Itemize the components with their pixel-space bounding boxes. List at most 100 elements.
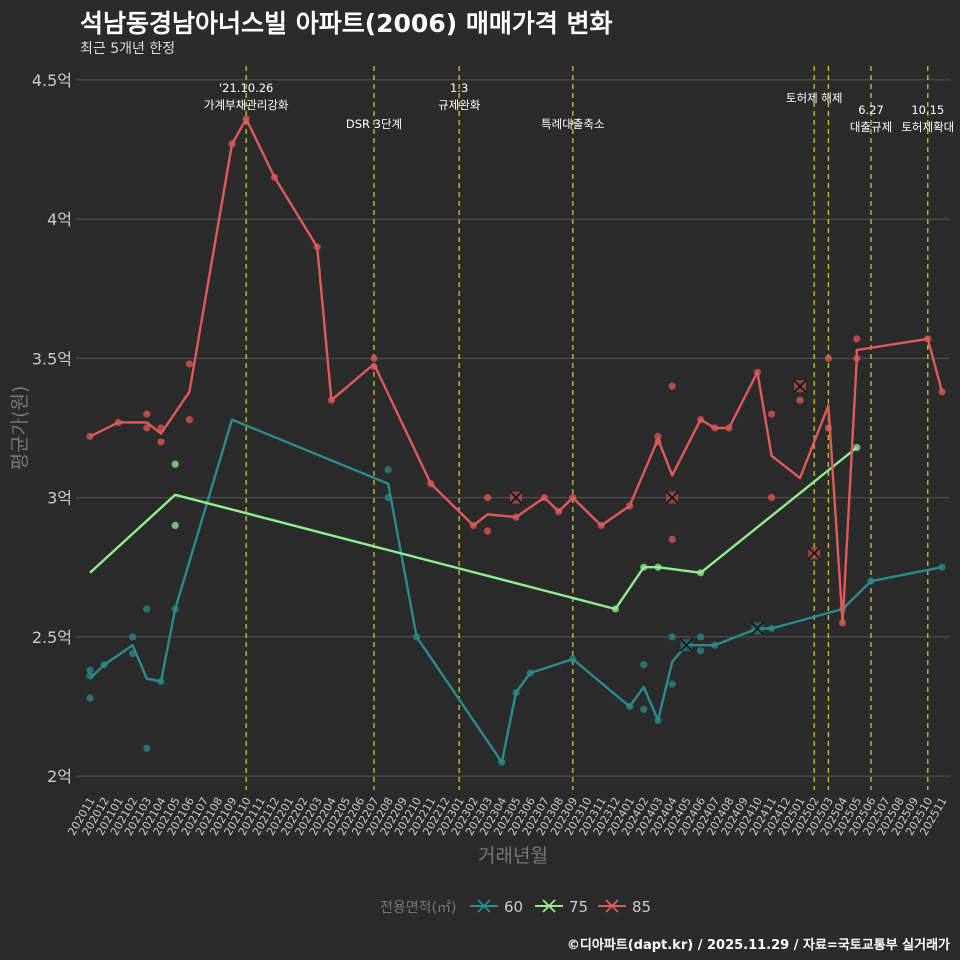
legend-label-75: 75 [569, 898, 588, 916]
data-point-75 [611, 605, 620, 613]
y-tick-label: 3억 [47, 489, 72, 508]
data-point-85 [853, 354, 861, 362]
data-point-85 [768, 410, 776, 418]
series-layer [86, 115, 946, 766]
data-point-60 [640, 705, 648, 713]
data-point-85 [569, 494, 577, 502]
data-point-60 [711, 641, 719, 649]
data-point-85 [725, 424, 733, 432]
event-label: 특례대출축소 [541, 117, 604, 131]
data-point-85 [839, 619, 847, 627]
data-point-60 [86, 672, 94, 680]
data-point-85 [484, 494, 492, 502]
data-point-75 [171, 460, 179, 468]
data-point-60 [697, 647, 705, 655]
data-point-85 [86, 432, 94, 440]
data-point-85 [327, 396, 335, 404]
event-label: 가계부채관리강화 [204, 98, 289, 112]
x-axis-title: 거래년월 [478, 845, 548, 867]
data-point-75 [171, 521, 179, 530]
legend-label-60: 60 [504, 898, 523, 916]
data-point-75 [853, 443, 861, 452]
legend-title: 전용면적(㎡) [380, 900, 456, 916]
data-point-85 [938, 388, 946, 396]
data-point-60 [384, 494, 392, 502]
data-point-75 [654, 563, 662, 571]
data-point-60 [498, 758, 506, 766]
data-point-60 [626, 702, 634, 711]
chart-title: 석남동경남아너스빌 아파트(2006) 매매가격 변화 [80, 9, 613, 38]
data-point-85 [668, 535, 676, 543]
data-point-60 [526, 669, 534, 677]
data-point-60 [569, 655, 577, 663]
data-point-85 [157, 424, 165, 432]
grid-layer [76, 79, 950, 777]
data-point-85 [540, 494, 549, 502]
y-tick-label: 4.5억 [32, 71, 72, 90]
cancelled-mark-85 [665, 491, 679, 505]
data-point-60 [86, 694, 94, 702]
data-point-85 [668, 382, 676, 390]
y-tick-label: 4억 [47, 210, 72, 229]
event-label: 10.15 [911, 103, 944, 117]
data-point-85 [853, 335, 861, 343]
data-point-85 [185, 416, 193, 424]
axis-layer: 2억2.5억3억3.5억4억4.5억2020112020122021012021… [9, 71, 950, 867]
event-label: 토허제 해제 [786, 91, 843, 105]
data-point-85 [370, 363, 378, 371]
data-point-75 [697, 569, 705, 577]
data-point-60 [100, 661, 108, 669]
cancelled-mark-85 [793, 379, 807, 393]
data-point-85 [228, 140, 236, 148]
y-tick-label: 3.5억 [32, 349, 72, 368]
data-point-85 [512, 513, 520, 521]
event-label: 6.27 [858, 103, 884, 117]
legend-layer: 전용면적(㎡) 60 75 85 [380, 898, 651, 916]
legend-x-60 [477, 899, 491, 913]
data-point-85 [242, 115, 250, 123]
event-label: '21.10.26 [219, 81, 273, 95]
cancelled-mark-85 [807, 546, 821, 560]
series-line-85 [89, 117, 944, 625]
event-label: DSR 3단계 [346, 117, 402, 131]
cancelled-mark-60 [750, 621, 764, 636]
data-point-60 [384, 466, 392, 474]
data-point-85 [555, 507, 563, 516]
data-point-60 [640, 661, 648, 669]
data-point-85 [654, 432, 662, 440]
data-point-85 [597, 521, 605, 530]
data-point-85 [114, 418, 122, 427]
data-point-85 [697, 416, 705, 424]
data-point-85 [427, 480, 435, 488]
data-point-60 [668, 633, 676, 641]
data-point-60 [129, 633, 137, 641]
data-point-60 [129, 649, 137, 658]
data-point-60 [143, 605, 151, 613]
data-point-60 [157, 677, 165, 686]
data-point-60 [768, 624, 776, 633]
data-point-60 [512, 688, 520, 697]
data-point-85 [271, 173, 279, 181]
legend-x-75 [542, 899, 556, 913]
data-point-85 [484, 527, 492, 535]
data-point-85 [185, 360, 193, 368]
legend-x-85 [605, 899, 619, 913]
data-point-85 [654, 438, 662, 446]
data-point-85 [626, 502, 634, 510]
data-point-85 [157, 438, 165, 446]
event-label: 규제완화 [438, 98, 481, 112]
data-point-85 [924, 335, 932, 343]
data-point-60 [171, 605, 179, 613]
y-tick-label: 2억 [47, 767, 72, 786]
data-point-75 [640, 563, 648, 571]
data-point-60 [668, 680, 676, 688]
data-point-60 [413, 633, 421, 641]
cancelled-mark-60 [679, 638, 693, 652]
source-caption: ©디아파트(dapt.kr) / 2025.11.29 / 자료=국토교통부 실… [566, 938, 950, 953]
event-label: 대출규제 [850, 120, 892, 134]
event-label: 토허제확대 [901, 120, 954, 134]
event-label: 1.3 [450, 81, 468, 95]
data-point-85 [753, 368, 762, 376]
legend-label-85: 85 [632, 898, 651, 916]
